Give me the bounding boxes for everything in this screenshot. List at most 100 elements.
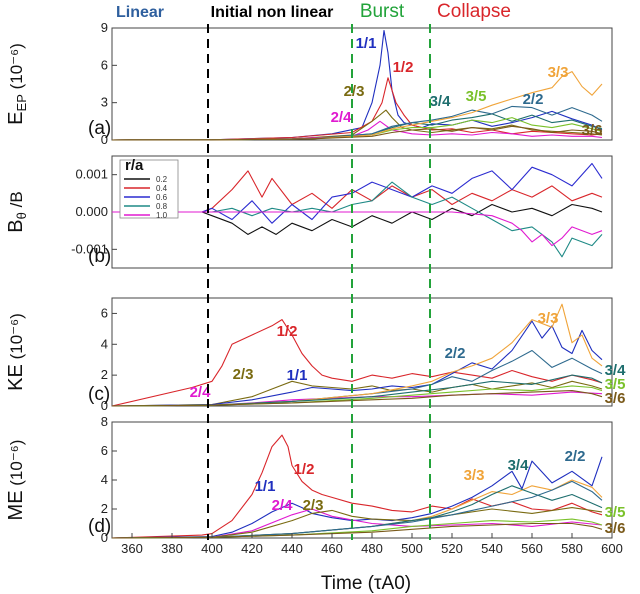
y-tick-label: 6: [101, 305, 108, 320]
y-tick-label: 2: [101, 501, 108, 516]
y-tick-label: 6: [101, 57, 108, 72]
mode-label-a-1-1: 1/1: [356, 35, 377, 52]
panel-d: 0 2 4 6 8 ME (10⁻⁶) (d) 1/2 1/1 2/4 2/3 3/3 3/4 2/2 3/…: [5, 414, 625, 545]
y-tick-label: 8: [101, 414, 108, 429]
mode-label-a-2-2: 2/2: [523, 91, 544, 108]
series-line-a-2-2: [111, 105, 603, 141]
y-tick-label: 4: [101, 472, 108, 487]
mode-label-d-3-4: 3/4: [508, 457, 530, 474]
series-line-d-3-3: [111, 479, 603, 539]
series-line-a-3-6: [111, 125, 603, 141]
y-tick-label: 4: [101, 336, 108, 351]
x-tick-label: 380: [161, 541, 183, 556]
mode-label-a-2-4: 2/4: [331, 109, 353, 126]
mode-label-c-2-3: 2/3: [233, 366, 254, 383]
y-tick-label: 0: [101, 530, 108, 545]
x-tick-label: 500: [401, 541, 423, 556]
mode-label-d-2-4: 2/4: [272, 497, 294, 514]
mode-label-a-2-3: 2/3: [344, 83, 365, 100]
x-tick-label: 420: [241, 541, 263, 556]
x-tick-label: 440: [281, 541, 303, 556]
legend-entry: 0.6: [156, 193, 168, 202]
y-tick-label: 6: [101, 443, 108, 458]
series-line-d-1-2: [111, 434, 603, 539]
mode-label-c-3-3: 3/3: [538, 310, 559, 327]
series-line-c-3-6: [111, 390, 603, 407]
y-axis-label-b: Bθ /B: [5, 191, 29, 232]
mode-label-c-3-6: 3/6: [605, 390, 626, 407]
series-line-a-3-3: [111, 71, 603, 141]
mode-label-d-3-5: 3/5: [605, 504, 626, 521]
series-line-d-3-6: [111, 522, 603, 539]
mode-label-d-1-1: 1/1: [255, 478, 276, 495]
x-tick-label: 360: [121, 541, 143, 556]
phase-label-collapse: Collapse: [437, 1, 511, 22]
series-line-c-1-2: [111, 319, 603, 407]
y-tick-label: 2: [101, 367, 108, 382]
x-tick-label: 460: [321, 541, 343, 556]
y-tick-label: 0.001: [75, 167, 108, 182]
series-line-b-0.8: [112, 181, 603, 258]
mode-label-a-1-2: 1/2: [393, 59, 414, 76]
mode-label-c-2-2: 2/2: [445, 345, 466, 362]
panel-letter-d: (d): [88, 516, 111, 537]
x-tick-label: 480: [361, 541, 383, 556]
mode-label-c-2-4: 2/4: [190, 384, 212, 401]
series-line-d-2-4: [111, 508, 603, 539]
x-tick-label: 540: [481, 541, 503, 556]
series-line-c-1-1: [111, 320, 603, 407]
plot-frame-c: [111, 297, 613, 407]
mode-label-a-3-6: 3/6: [582, 122, 603, 139]
panel-letter-a: (a): [88, 118, 111, 139]
legend-entry: 0.4: [156, 184, 168, 193]
mode-label-c-1-2: 1/2: [277, 323, 298, 340]
y-tick-label: -0.001: [71, 241, 108, 256]
series-line-d-3-4: [111, 485, 603, 539]
series-line-b-1.0: [112, 211, 603, 247]
plot-frame-a: [111, 27, 613, 141]
legend-box: [119, 159, 179, 219]
panel-letter-c: (c): [88, 384, 110, 405]
series-line-d-1-1: [111, 456, 603, 539]
x-tick-label: 400: [201, 541, 223, 556]
series-line-c-3-3: [111, 303, 603, 407]
mode-label-d-2-3: 2/3: [303, 497, 324, 514]
mode-label-c-1-1: 1/1: [287, 367, 308, 384]
y-tick-label: 9: [101, 20, 108, 35]
phase-label-burst: Burst: [360, 1, 405, 22]
y-tick-label: 0: [101, 132, 108, 147]
x-tick-label: 560: [521, 541, 543, 556]
mode-label-d-3-3: 3/3: [464, 467, 485, 484]
panel-b: -0.001 0.000 0.001 Bθ /B (b) r/a 0.20.40.60.81…: [5, 155, 613, 269]
series-line-d-2-2: [111, 480, 603, 539]
series-line-c-3-4: [111, 374, 603, 407]
series-line-c-2-3: [111, 380, 603, 407]
series-line-b-0.4: [112, 170, 603, 213]
mode-label-a-3-5: 3/5: [466, 88, 487, 105]
phase-label-initial: Initial non linear: [211, 4, 334, 21]
panel-c: 0 2 4 6 KE (10⁻⁶) (c) 1/2 2/3 1/1 2/4 2/2 3/3 3/43/5…: [5, 297, 627, 413]
x-tick-label: 520: [441, 541, 463, 556]
y-tick-label: 0.000: [75, 204, 108, 219]
panel-letter-b: (b): [88, 246, 111, 267]
y-axis-label-a: EEP (10⁻⁶): [5, 43, 29, 125]
mode-label-d-1-2: 1/2: [294, 461, 315, 478]
mode-label-a-3-3: 3/3: [548, 64, 569, 81]
y-tick-label: 3: [101, 95, 108, 110]
mode-label-c-3-5: 3/5: [605, 376, 626, 393]
x-tick-label: 580: [561, 541, 583, 556]
mode-label-a-3-4: 3/4: [430, 93, 452, 110]
phase-boundaries: [207, 24, 431, 540]
x-axis-label: Time (τA0): [321, 573, 411, 594]
legend-entry: 1.0: [156, 211, 168, 220]
plot-frame-d: [111, 421, 613, 539]
legend-entry: 0.8: [156, 202, 168, 211]
series-line-b-0.2: [112, 203, 603, 235]
mode-label-d-3-6: 3/6: [605, 520, 626, 537]
mode-label-d-2-2: 2/2: [565, 448, 586, 465]
mode-label-c-3-4: 3/4: [605, 362, 627, 379]
y-tick-label: 0: [101, 398, 108, 413]
y-axis-label-c: KE (10⁻⁶): [5, 313, 27, 391]
